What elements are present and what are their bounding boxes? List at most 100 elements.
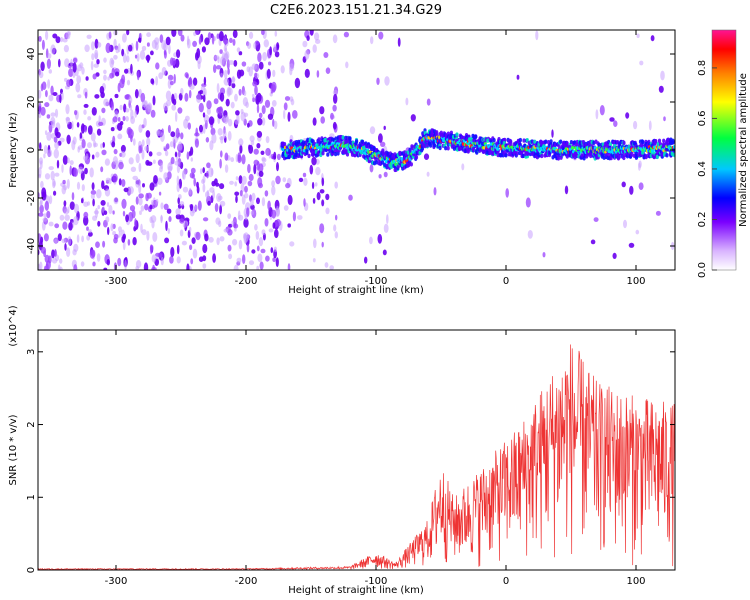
spectrogram-noise-blob	[103, 69, 107, 75]
spectrogram-noise-blob	[64, 243, 67, 251]
spectrogram-noise-blob	[50, 44, 56, 55]
spectrogram-noise-blob	[274, 229, 279, 239]
spectrogram-noise-blob	[125, 116, 129, 122]
spectrogram-noise-blob	[83, 109, 87, 115]
spectrogram-noise-blob	[110, 127, 115, 132]
spectrogram-signal-blob	[657, 138, 662, 143]
spectrogram-noise-blob	[527, 230, 533, 239]
spectrogram-noise-blob	[380, 141, 386, 147]
spectrogram-noise-blob	[252, 81, 258, 87]
spectrogram-noise-blob	[92, 73, 97, 80]
spectrogram-noise-blob	[256, 265, 260, 270]
spectrogram-noise-blob	[40, 61, 45, 72]
spectrogram-noise-blob	[201, 46, 206, 53]
spectrogram-noise-blob	[199, 168, 203, 175]
spectrogram-noise-blob	[271, 180, 275, 187]
spectrogram-noise-blob	[108, 204, 113, 215]
spectrogram-noise-blob	[191, 237, 196, 245]
spectrogram-y-tick-label: -40	[26, 238, 37, 254]
spectrogram-noise-blob	[243, 233, 247, 240]
spectrogram-noise-blob	[224, 35, 227, 46]
spectrogram-noise-blob	[275, 175, 281, 185]
colorbar-tick-label: 0.0	[697, 262, 708, 278]
spectrogram-noise-blob	[219, 49, 223, 54]
spectrogram-noise-blob	[658, 85, 664, 93]
spectrogram-noise-blob	[170, 131, 176, 138]
spectrogram-noise-blob	[122, 33, 127, 43]
spectrogram-noise-blob	[138, 197, 143, 206]
spectrogram-noise-blob	[233, 223, 239, 229]
spectrogram-signal-blob	[281, 151, 285, 157]
spectrogram-noise-blob	[242, 254, 246, 264]
spectrogram-noise-blob	[273, 246, 277, 253]
spectrogram-noise-blob	[196, 93, 202, 104]
spectrogram-noise-blob	[121, 198, 127, 209]
spectrogram-noise-blob	[130, 63, 133, 74]
snr-y-tick-label: 1	[26, 494, 37, 500]
spectrogram-noise-blob	[47, 149, 53, 158]
spectrogram-noise-blob	[208, 167, 214, 178]
spectrogram-noise-blob	[59, 266, 63, 270]
spectrogram-noise-blob	[71, 140, 76, 151]
spectrogram-noise-blob	[254, 85, 258, 96]
spectrogram-noise-blob	[181, 240, 187, 246]
spectrogram-noise-blob	[276, 162, 279, 172]
spectrogram-noise-blob	[150, 78, 155, 85]
spectrogram-noise-blob	[44, 254, 50, 263]
spectrogram-noise-blob	[88, 229, 92, 234]
spectrogram-noise-blob	[220, 56, 225, 66]
spectrogram-noise-blob	[48, 69, 52, 74]
spectrogram-noise-blob	[249, 135, 255, 142]
spectrogram-noise-blob	[303, 198, 306, 207]
spectrogram-noise-blob	[397, 37, 401, 47]
spectrogram-noise-blob	[216, 193, 222, 202]
spectrogram-noise-blob	[62, 179, 66, 185]
colorbar-tick-label: 0.2	[697, 212, 708, 228]
spectrogram-signal-core	[672, 145, 675, 149]
spectrogram-noise-blob	[66, 31, 71, 40]
spectrogram-noise-blob	[164, 237, 170, 244]
spectrogram-noise-blob	[612, 252, 617, 259]
spectrogram-noise-blob	[633, 120, 638, 130]
spectrogram-noise-blob	[312, 117, 317, 126]
spectrogram-noise-blob	[234, 119, 240, 125]
spectrogram-noise-blob	[256, 130, 263, 138]
spectrogram-noise-blob	[227, 68, 230, 75]
spectrogram-noise-blob	[161, 40, 167, 50]
spectrogram-noise-blob	[126, 127, 132, 136]
spectrogram-noise-blob	[190, 167, 196, 174]
spectrogram-noise-blob	[261, 105, 266, 115]
spectrogram-noise-blob	[135, 40, 139, 52]
spectrogram-noise-blob	[113, 148, 118, 155]
spectrogram-noise-blob	[314, 182, 318, 187]
spectrogram-noise-blob	[202, 263, 207, 269]
spectrogram-noise-blob	[287, 223, 292, 228]
snr-x-tick-label: -300	[105, 576, 128, 587]
spectrogram-noise-blob	[262, 51, 267, 62]
spectrogram-noise-blob	[241, 61, 247, 67]
spectrogram-noise-blob	[126, 55, 130, 63]
spectrogram-noise-blob	[122, 53, 127, 64]
spectrogram-noise-blob	[287, 194, 293, 206]
spectrogram-noise-blob	[80, 261, 85, 267]
spectrogram-noise-blob	[238, 88, 242, 96]
spectrogram-noise-blob	[71, 120, 74, 131]
spectrogram-noise-blob	[199, 89, 204, 95]
spectrogram-noise-blob	[150, 50, 154, 56]
spectrogram-noise-blob	[122, 233, 127, 240]
spectrogram-noise-blob	[294, 77, 301, 89]
spectrogram-noise-blob	[120, 151, 126, 158]
spectrogram-noise-blob	[112, 116, 118, 123]
spectrogram-signal-blob	[429, 143, 433, 148]
spectrogram-noise-blob	[298, 177, 304, 183]
spectrogram-noise-blob	[155, 75, 159, 86]
spectrogram-signal-blob	[354, 140, 358, 146]
spectrogram-noise-blob	[52, 33, 58, 39]
spectrogram-noise-blob	[639, 60, 644, 66]
spectrogram-signal-blob	[307, 153, 311, 159]
spectrogram-noise-blob	[227, 244, 232, 252]
spectrogram-noise-blob	[118, 161, 124, 170]
spectrogram-noise-blob	[126, 30, 130, 36]
spectrogram-noise-blob	[212, 190, 216, 200]
spectrogram-noise-blob	[160, 162, 164, 170]
